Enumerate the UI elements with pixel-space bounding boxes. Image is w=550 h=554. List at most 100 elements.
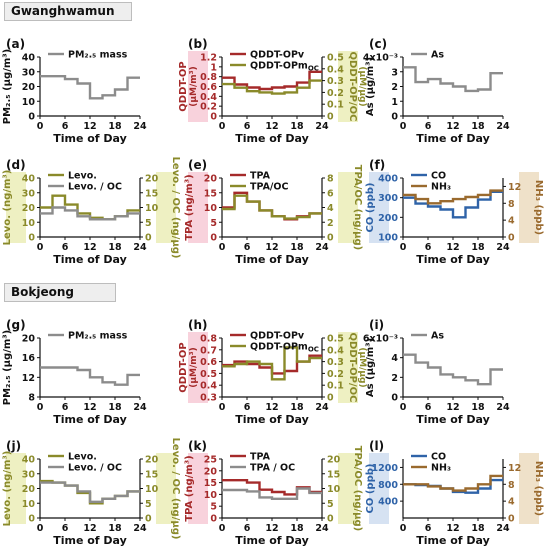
panel-label: (g) (6, 318, 26, 332)
legend-label: NH₃ (431, 463, 451, 474)
x-axis-label: Time of Day (235, 534, 309, 547)
y2-tick-label: 0.2 (327, 369, 344, 380)
site-label-bokjeong: Bokjeong (4, 283, 116, 302)
y-tick-label: 0.3 (200, 393, 217, 404)
x-tick-label: 0 (400, 402, 407, 413)
y-tick-label: 0.6 (200, 357, 217, 368)
x-tick-label: 24 (315, 523, 329, 534)
y-tick-label: 16 (22, 353, 36, 364)
y-axis-label: CO (ppb) (365, 183, 376, 233)
panel-a: (a) 0 6 12 18 24 Time of Day 0 10 20 30 40 PM₂.₅ (μg… (2, 37, 147, 145)
y2-tick-label: 0 (327, 112, 334, 123)
y-tick-label: 400 (378, 497, 398, 508)
y-tick-label: 10 (22, 218, 36, 229)
y2-tick-label: 20 (145, 174, 159, 185)
panel-j: (j) 0 6 12 18 24 Time of Day 0 10 20 30 40 Levo. (ng… (2, 438, 181, 547)
y2-axis-unit: (μM/μg) (357, 66, 367, 106)
right-axis-band (338, 51, 358, 122)
x-tick-label: 6 (244, 242, 251, 253)
y-tick-label: 1 (210, 62, 217, 73)
y2-tick-label: 8 (327, 174, 334, 185)
y-tick-label: 0 (210, 233, 217, 244)
x-tick-label: 6 (62, 121, 69, 132)
y-tick-label: 20 (22, 484, 36, 495)
legend-label: TPA (250, 171, 271, 182)
y-tick-label: 1 (391, 97, 398, 108)
y2-tick-label: 20 (327, 455, 341, 466)
x-tick-label: 12 (83, 121, 96, 132)
x-tick-label: 0 (37, 523, 44, 534)
y-tick-label: 6x10⁻³ (363, 334, 398, 345)
panel-label: (d) (6, 158, 26, 172)
y2-axis-unit: (μM/μg) (357, 347, 367, 387)
y2-tick-label: 15 (145, 188, 158, 199)
y2-tick-label: 0 (327, 514, 334, 525)
x-tick-label: 24 (496, 242, 510, 253)
x-axis-label: Time of Day (235, 132, 309, 145)
x-tick-label: 12 (83, 402, 96, 413)
y-tick-label: 0.8 (200, 72, 217, 83)
legend-label: QDDT-OPv (250, 50, 305, 61)
x-axis-label: Time of Day (53, 413, 127, 426)
y2-tick-label: 0.1 (327, 381, 344, 392)
x-tick-label: 6 (425, 402, 432, 413)
x-axis-label: Time of Day (416, 413, 490, 426)
x-tick-label: 24 (133, 242, 147, 253)
y-axis-label: TPA (ng/m³) (184, 455, 195, 521)
y2-tick-label: 0 (327, 393, 334, 404)
x-tick-label: 18 (471, 523, 485, 534)
x-axis-label: Time of Day (53, 253, 127, 266)
y2-tick-label: 4 (508, 216, 515, 227)
x-axis-label: Time of Day (53, 534, 127, 547)
legend-label: As (431, 331, 444, 342)
y-tick-label: 5 (210, 502, 217, 513)
left-axis-band (369, 453, 389, 524)
y-tick-label: 30 (22, 67, 36, 78)
y2-axis-label: QDDT-OP/OC (347, 52, 358, 122)
panel-label: (h) (188, 318, 208, 332)
y-tick-label: 4x10⁻³ (363, 53, 398, 64)
y-tick-label: 12 (22, 373, 35, 384)
y2-axis-label: Levo. / OC (ng/μg) (170, 438, 181, 540)
right-axis-band (156, 172, 176, 243)
y-tick-label: 25 (204, 455, 217, 466)
y-tick-label: 8 (28, 393, 35, 404)
x-tick-label: 12 (83, 242, 96, 253)
y-tick-label: 100 (378, 233, 398, 244)
series-line-2 (403, 474, 503, 492)
x-tick-label: 18 (471, 402, 485, 413)
y-tick-label: 40 (22, 174, 36, 185)
x-tick-label: 12 (446, 523, 459, 534)
series-line-2 (222, 79, 322, 95)
y-tick-label: 0.8 (200, 334, 217, 345)
y2-axis-label: NH₃ (ppb) (533, 461, 544, 516)
series-line-2 (40, 481, 140, 503)
legend-label: PM₂.₅ mass (68, 331, 128, 342)
series-line-1 (40, 366, 140, 386)
x-tick-label: 6 (244, 523, 251, 534)
legend-label: CO (431, 452, 446, 463)
y2-axis-label: QDDT-OP/OC (347, 333, 358, 403)
x-tick-label: 6 (62, 523, 69, 534)
y-tick-label: 2 (391, 373, 398, 384)
left-axis-band (188, 172, 208, 243)
y2-tick-label: 0.5 (327, 334, 344, 345)
x-tick-label: 24 (133, 402, 147, 413)
panel-label: (i) (369, 318, 384, 332)
x-tick-label: 18 (108, 242, 122, 253)
y-tick-label: 1.2 (200, 53, 217, 64)
y-tick-label: 0 (28, 233, 35, 244)
x-tick-label: 6 (244, 402, 251, 413)
y-tick-label: 0.4 (200, 381, 217, 392)
y2-tick-label: 4 (508, 497, 515, 508)
x-tick-label: 6 (425, 523, 432, 534)
series-line-1 (222, 70, 322, 91)
y-tick-label: 0 (391, 393, 398, 404)
x-tick-label: 12 (446, 402, 459, 413)
legend-label: CO (431, 171, 446, 182)
legend-label: NH₃ (431, 182, 451, 193)
